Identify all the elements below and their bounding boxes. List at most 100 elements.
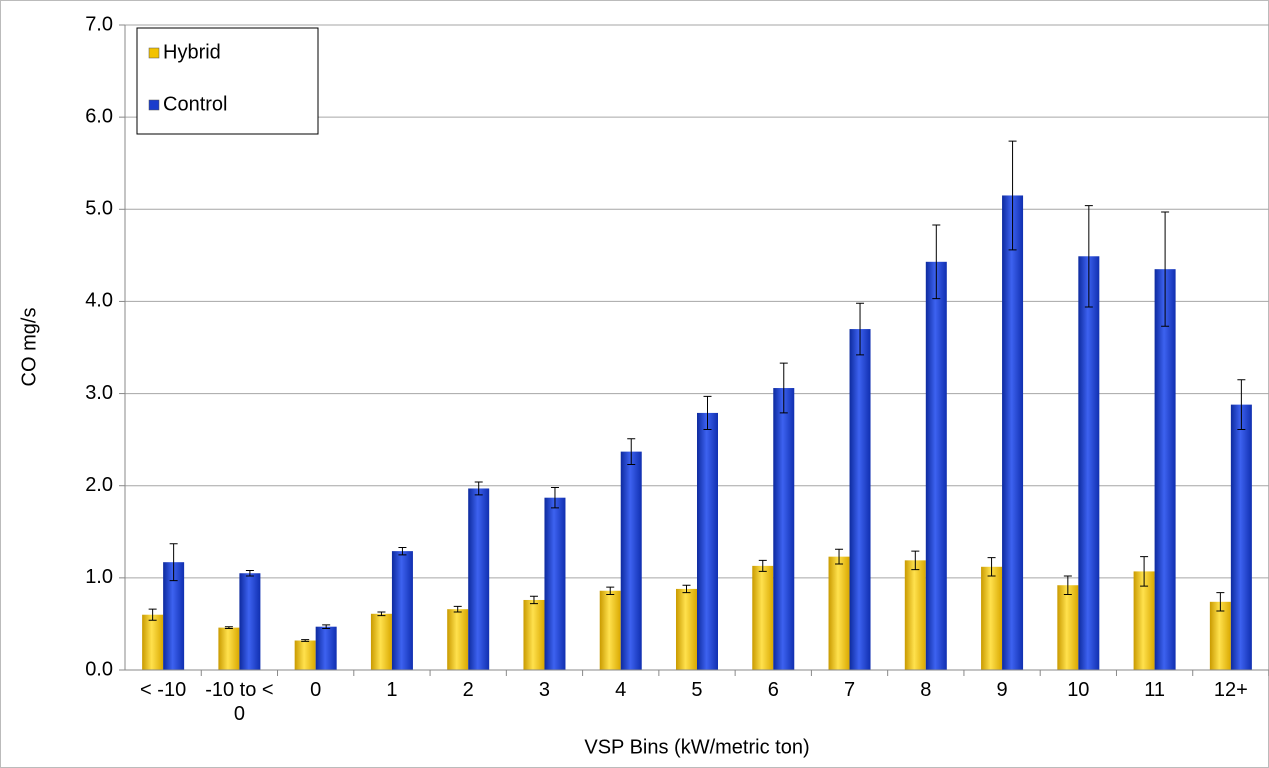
- error-bar: [682, 584, 691, 594]
- bar: [447, 609, 469, 670]
- bar: [468, 488, 490, 670]
- x-tick-label: < -10: [140, 679, 187, 701]
- error-bar: [1161, 211, 1170, 327]
- x-tick-label-box: 12+: [1213, 679, 1248, 701]
- legend-label: Hybrid: [163, 41, 221, 63]
- x-tick-label-box: 5: [691, 679, 703, 701]
- x-tick-label: 3: [538, 679, 551, 701]
- x-tick-label: -10 to < 0: [205, 679, 274, 725]
- error-bar: [1237, 379, 1246, 431]
- legend-swatch: [148, 99, 160, 111]
- error-bar: [703, 395, 712, 431]
- bar: [315, 626, 337, 670]
- x-tick-label: 8: [920, 679, 932, 701]
- x-tick-label-box: 6: [767, 679, 779, 701]
- error-bar: [377, 611, 386, 617]
- x-tick-label: 2: [462, 679, 474, 701]
- bar: [1078, 256, 1100, 670]
- bar: [828, 556, 850, 670]
- x-tick-label-box: 2: [462, 679, 474, 701]
- bar: [697, 412, 718, 670]
- bar: [620, 451, 642, 670]
- x-tick-label: 10: [1067, 679, 1090, 701]
- bar: [218, 627, 240, 670]
- error-bar: [987, 557, 996, 577]
- bar: [544, 497, 566, 670]
- bar: [523, 599, 545, 670]
- error-bar: [148, 608, 157, 621]
- error-bar: [606, 586, 615, 595]
- error-bar: [453, 605, 462, 613]
- error-bar: [1140, 556, 1149, 587]
- legend-swatch: [148, 47, 160, 59]
- error-bar: [550, 487, 559, 509]
- bar: [1209, 601, 1231, 670]
- error-bar: [856, 302, 865, 356]
- y-tick-label: 4.0: [85, 290, 113, 312]
- legend-label: Control: [163, 93, 227, 115]
- error-bar: [322, 624, 331, 630]
- x-tick-label: 6: [767, 679, 779, 701]
- x-tick-label-box: 9: [996, 679, 1008, 701]
- x-tick-label-box: 11: [1144, 679, 1165, 701]
- bar: [239, 573, 261, 670]
- x-tick-label-box: 7: [843, 679, 856, 701]
- x-tick-label: 11: [1144, 679, 1165, 701]
- x-tick-label: 0: [310, 679, 322, 701]
- error-bar: [1063, 575, 1072, 595]
- x-tick-label: 7: [843, 679, 856, 701]
- x-tick-label-box: 8: [920, 679, 932, 701]
- y-tick-label: 0.0: [85, 658, 113, 680]
- x-tick-label: 1: [386, 679, 398, 701]
- bar: [676, 588, 697, 670]
- bar: [599, 590, 621, 670]
- error-bar: [529, 595, 538, 605]
- error-bar: [1008, 140, 1017, 251]
- error-bar: [758, 559, 767, 572]
- bar: [1133, 571, 1155, 670]
- bar: [752, 565, 774, 670]
- error-bar: [474, 481, 483, 496]
- y-tick-label: 2.0: [85, 474, 113, 496]
- y-axis-label: CO mg/s: [18, 308, 40, 387]
- error-bar: [779, 362, 788, 414]
- x-tick-label: 12+: [1213, 679, 1248, 701]
- bar: [981, 566, 1003, 670]
- y-tick-label: 1.0: [85, 566, 113, 588]
- error-bar: [169, 543, 178, 582]
- x-tick-label-box: -10 to < 0: [205, 679, 274, 725]
- x-axis-label: VSP Bins (kW/metric ton): [584, 736, 809, 758]
- bar: [1154, 269, 1176, 670]
- bar: [925, 261, 947, 670]
- error-bar: [301, 639, 310, 642]
- y-tick-label: 6.0: [85, 105, 113, 127]
- bar: [904, 560, 926, 670]
- error-bar: [245, 569, 254, 577]
- x-tick-label: 9: [996, 679, 1008, 701]
- x-tick-label: 4: [615, 679, 627, 701]
- bar: [1230, 404, 1252, 670]
- x-tick-label-box: 1: [386, 679, 398, 701]
- bar: [391, 551, 413, 670]
- error-bar: [224, 626, 233, 630]
- y-tick-label: 3.0: [85, 382, 113, 404]
- error-bar: [932, 224, 941, 300]
- error-bar: [398, 546, 407, 556]
- x-tick-label: 5: [691, 679, 703, 701]
- bar: [849, 329, 871, 670]
- bar: [1002, 195, 1024, 670]
- error-bar: [1216, 592, 1225, 612]
- bar: [1057, 585, 1079, 670]
- x-tick-label-box: 0: [310, 679, 322, 701]
- x-tick-label-box: 10: [1067, 679, 1090, 701]
- y-tick-label: 5.0: [85, 198, 113, 220]
- x-tick-label-box: < -10: [140, 679, 187, 701]
- bar: [773, 388, 795, 670]
- error-bar: [1084, 205, 1093, 308]
- error-bar: [627, 438, 636, 466]
- error-bar: [911, 550, 920, 571]
- x-tick-label-box: 4: [615, 679, 627, 701]
- x-tick-label-box: 3: [538, 679, 551, 701]
- bar: [142, 614, 164, 670]
